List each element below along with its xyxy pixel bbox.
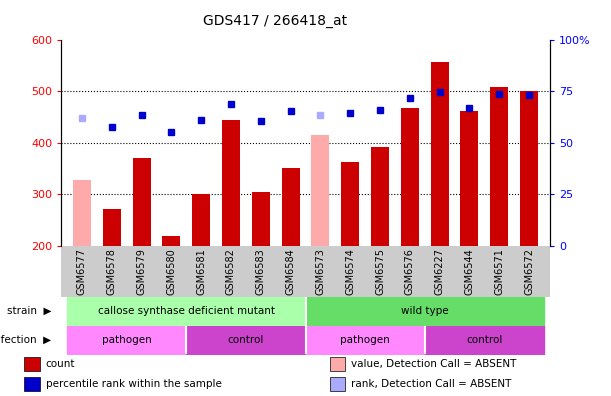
Bar: [520, 91, 538, 246]
Bar: [401, 108, 419, 246]
Text: GDS417 / 266418_at: GDS417 / 266418_at: [203, 14, 347, 28]
Bar: [330, 377, 345, 391]
Text: GSM6577: GSM6577: [77, 248, 87, 295]
Bar: [192, 194, 210, 246]
Text: control: control: [466, 335, 502, 345]
Text: GSM6575: GSM6575: [375, 248, 385, 295]
Text: GSM6579: GSM6579: [137, 248, 147, 295]
Text: GSM6544: GSM6544: [464, 248, 474, 295]
Text: GSM6582: GSM6582: [226, 248, 236, 295]
Bar: [252, 192, 269, 246]
Text: control: control: [228, 335, 264, 345]
Text: infection  ▶: infection ▶: [0, 335, 51, 345]
Text: callose synthase deficient mutant: callose synthase deficient mutant: [98, 306, 275, 316]
Text: GSM6584: GSM6584: [285, 248, 296, 295]
Text: GSM6574: GSM6574: [345, 248, 355, 295]
Text: value, Detection Call = ABSENT: value, Detection Call = ABSENT: [351, 359, 517, 369]
Bar: [461, 110, 478, 246]
Text: count: count: [46, 359, 75, 369]
Bar: [330, 357, 345, 371]
Text: GSM6573: GSM6573: [315, 248, 326, 295]
Bar: [312, 135, 329, 246]
Text: GSM6580: GSM6580: [166, 248, 177, 295]
Text: rank, Detection Call = ABSENT: rank, Detection Call = ABSENT: [351, 379, 511, 389]
Text: GSM6578: GSM6578: [107, 248, 117, 295]
Text: strain  ▶: strain ▶: [7, 306, 51, 316]
Text: pathogen: pathogen: [102, 335, 152, 345]
Text: GSM6572: GSM6572: [524, 248, 534, 295]
Bar: [431, 62, 448, 246]
Text: GSM6227: GSM6227: [434, 248, 445, 295]
Bar: [133, 158, 150, 246]
Bar: [163, 236, 180, 246]
Bar: [103, 209, 121, 246]
Bar: [222, 120, 240, 246]
Bar: [24, 377, 40, 391]
Text: GSM6576: GSM6576: [405, 248, 415, 295]
Bar: [371, 147, 389, 246]
Text: GSM6581: GSM6581: [196, 248, 206, 295]
Bar: [24, 357, 40, 371]
Bar: [73, 180, 91, 246]
Text: wild type: wild type: [401, 306, 448, 316]
Text: GSM6571: GSM6571: [494, 248, 504, 295]
Text: percentile rank within the sample: percentile rank within the sample: [46, 379, 222, 389]
Text: GSM6583: GSM6583: [256, 248, 266, 295]
Bar: [490, 87, 508, 246]
Bar: [282, 168, 299, 246]
Text: pathogen: pathogen: [340, 335, 390, 345]
Bar: [342, 162, 359, 246]
